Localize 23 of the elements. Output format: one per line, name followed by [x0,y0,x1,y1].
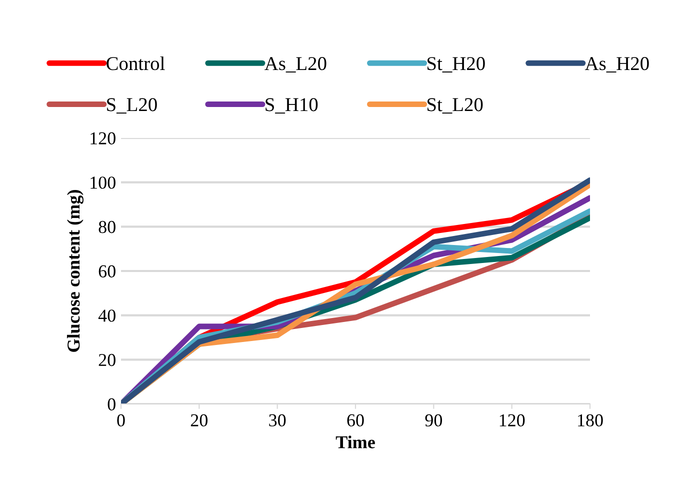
y-tick-label: 40 [98,310,116,322]
y-tick-label: 60 [98,265,116,278]
y-tick-label: 80 [98,220,116,234]
legend-label: St_H20 [427,57,485,72]
legend-label: St_L20 [427,98,483,114]
legend-label: Control [106,56,165,70]
x-tick-label: 0 [117,414,125,426]
legend-label: As_H20 [584,57,649,72]
x-tick-label: 60 [347,414,364,426]
legend-label: S_H10 [266,98,318,114]
y-tick-label: 20 [98,354,116,366]
x-tick-label: 20 [190,414,208,426]
x-tick-label: 180 [578,414,603,426]
x-tick-label: 90 [425,414,442,426]
legend-label: As_L20 [264,57,326,72]
y-tick-label: 0 [108,398,116,410]
x-axis-title: Time [336,436,375,448]
y-tick-label: 120 [90,132,116,144]
y-tick-label: 100 [90,176,116,189]
x-tick-label: 30 [269,414,286,426]
x-tick-label: 120 [500,414,525,426]
y-axis-title: Glucose content (mg) [66,190,84,352]
legend-label: S_L20 [107,98,157,114]
